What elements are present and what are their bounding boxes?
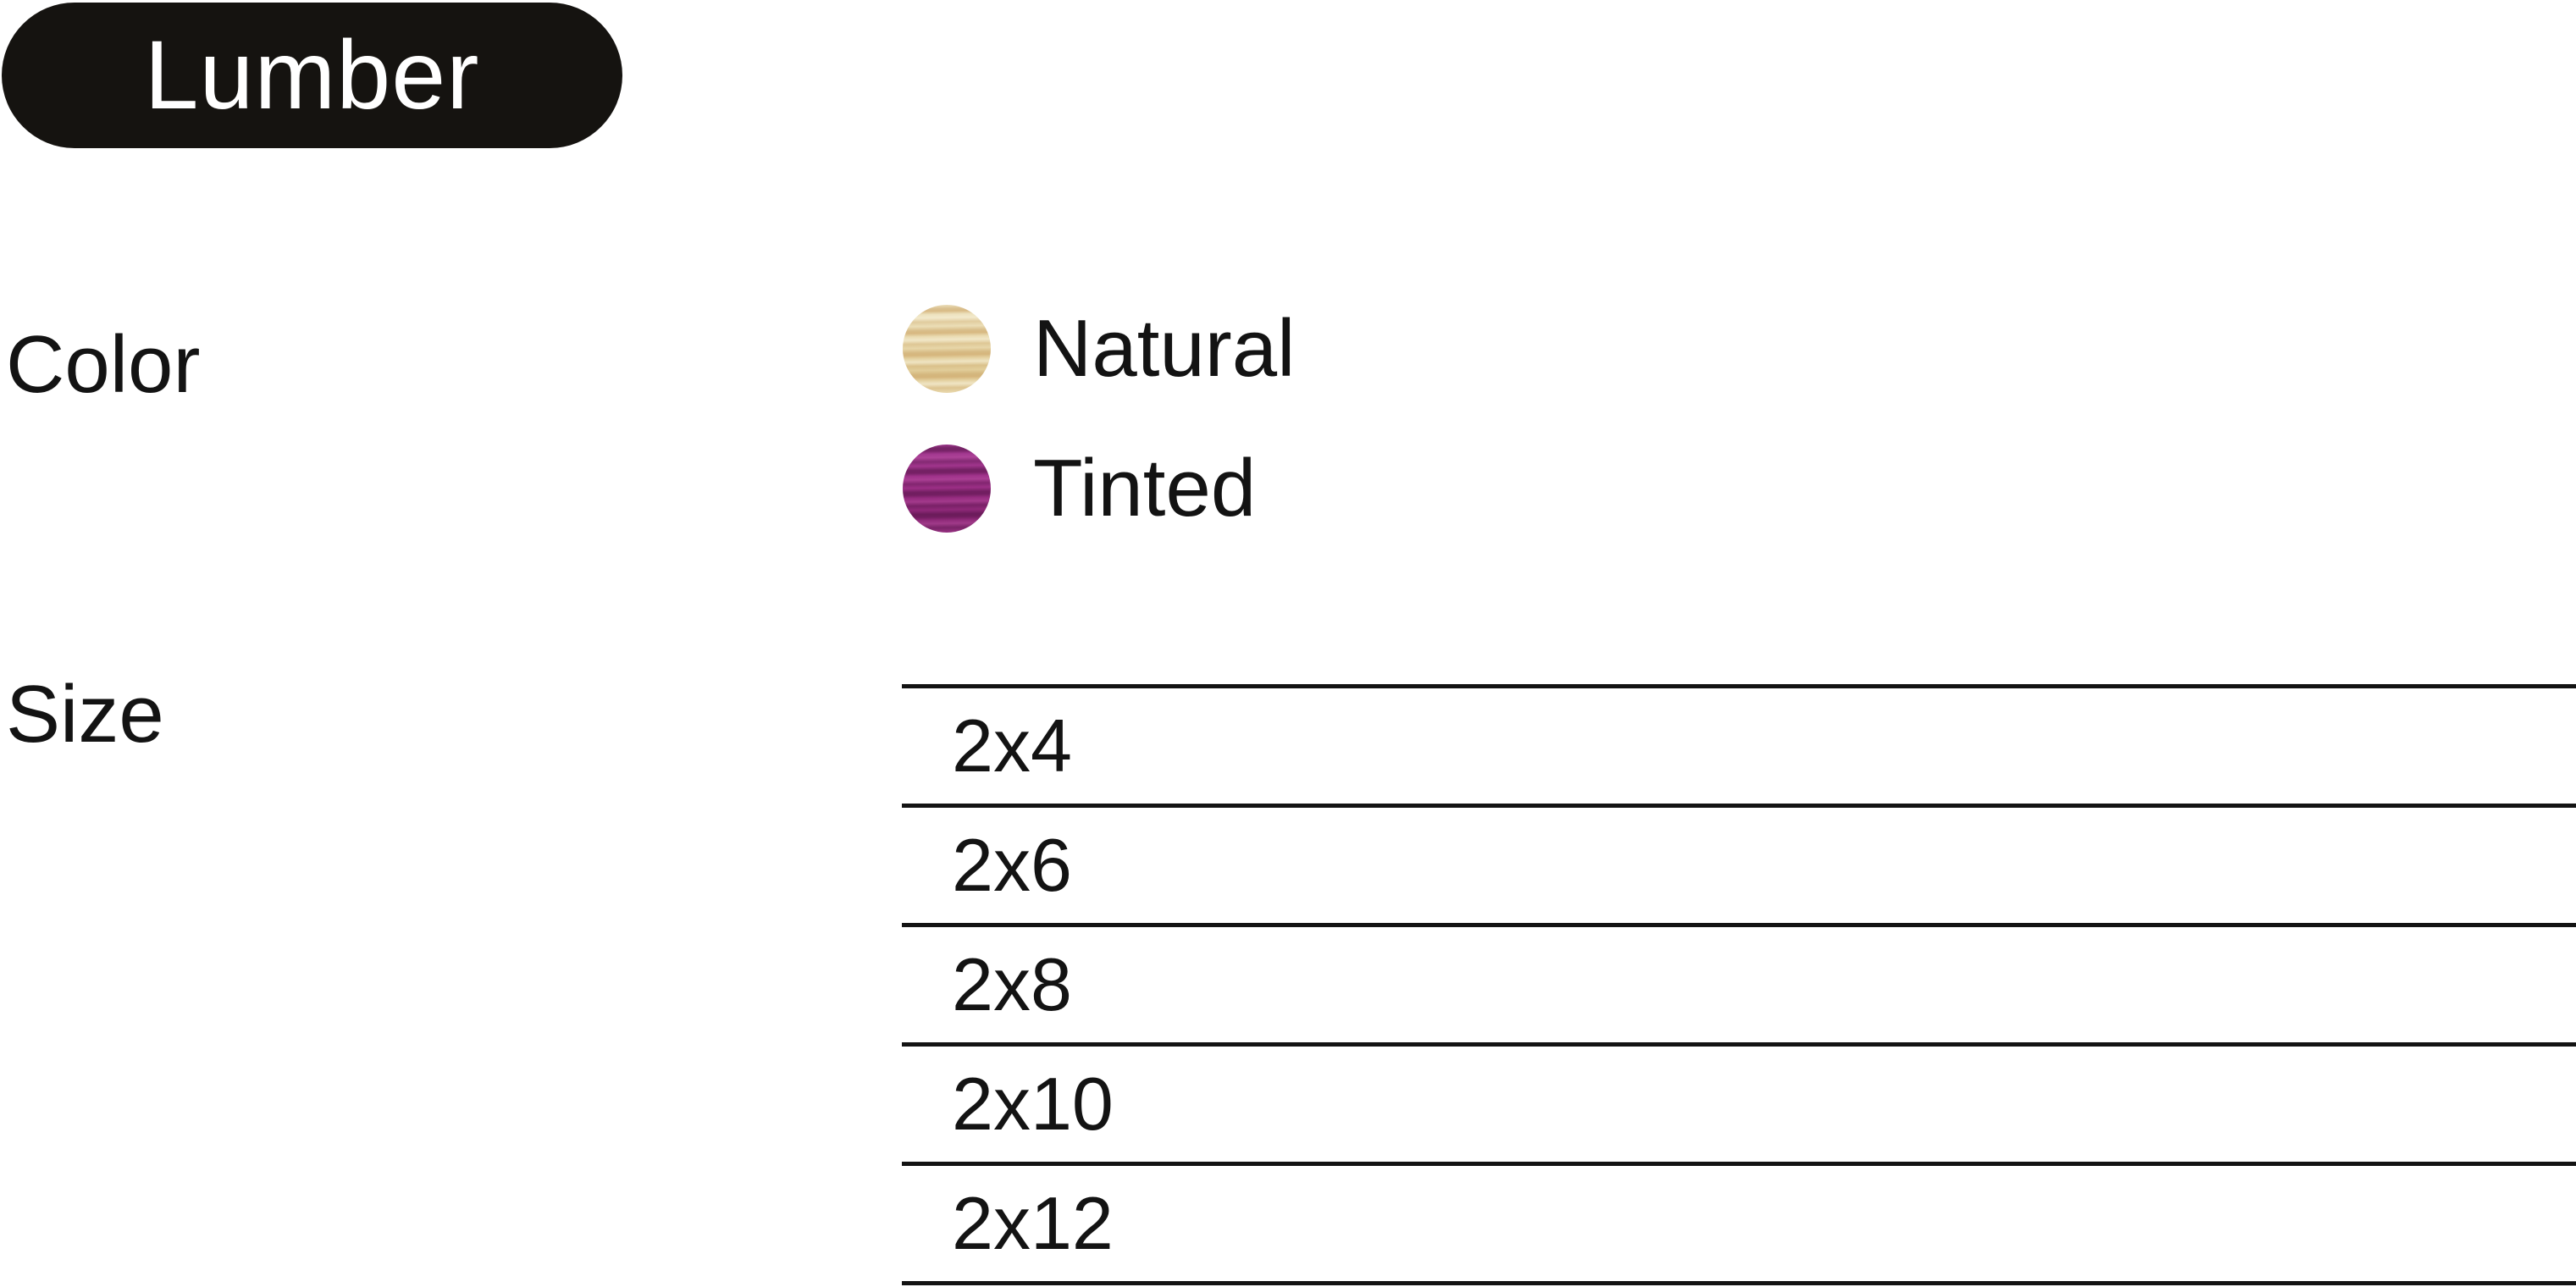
size-option-2x12[interactable]: 2x12 <box>902 1162 2576 1285</box>
size-options-list: 2x4 2x6 2x8 2x10 2x12 <box>902 684 2576 1285</box>
color-option-tinted-label: Tinted <box>1033 443 1257 533</box>
size-option-2x12-label: 2x12 <box>952 1181 1114 1265</box>
color-option-natural-label: Natural <box>1033 303 1296 394</box>
size-option-2x6[interactable]: 2x6 <box>902 804 2576 923</box>
size-option-2x10[interactable]: 2x10 <box>902 1042 2576 1162</box>
size-option-2x4-label: 2x4 <box>952 704 1072 787</box>
size-option-2x6-label: 2x6 <box>952 823 1072 907</box>
tinted-wood-swatch <box>903 445 991 533</box>
size-section-label: Size <box>6 669 164 759</box>
size-option-2x8[interactable]: 2x8 <box>902 923 2576 1042</box>
color-option-tinted[interactable]: Tinted <box>903 445 1256 533</box>
size-option-2x8-label: 2x8 <box>952 942 1072 1026</box>
color-section-label: Color <box>6 319 201 410</box>
natural-wood-swatch <box>903 305 991 393</box>
color-option-natural[interactable]: Natural <box>903 305 1295 393</box>
size-option-2x4[interactable]: 2x4 <box>902 684 2576 804</box>
lumber-category-badge: Lumber <box>2 3 622 148</box>
lumber-category-badge-label: Lumber <box>144 20 480 130</box>
size-option-2x10-label: 2x10 <box>952 1062 1114 1146</box>
